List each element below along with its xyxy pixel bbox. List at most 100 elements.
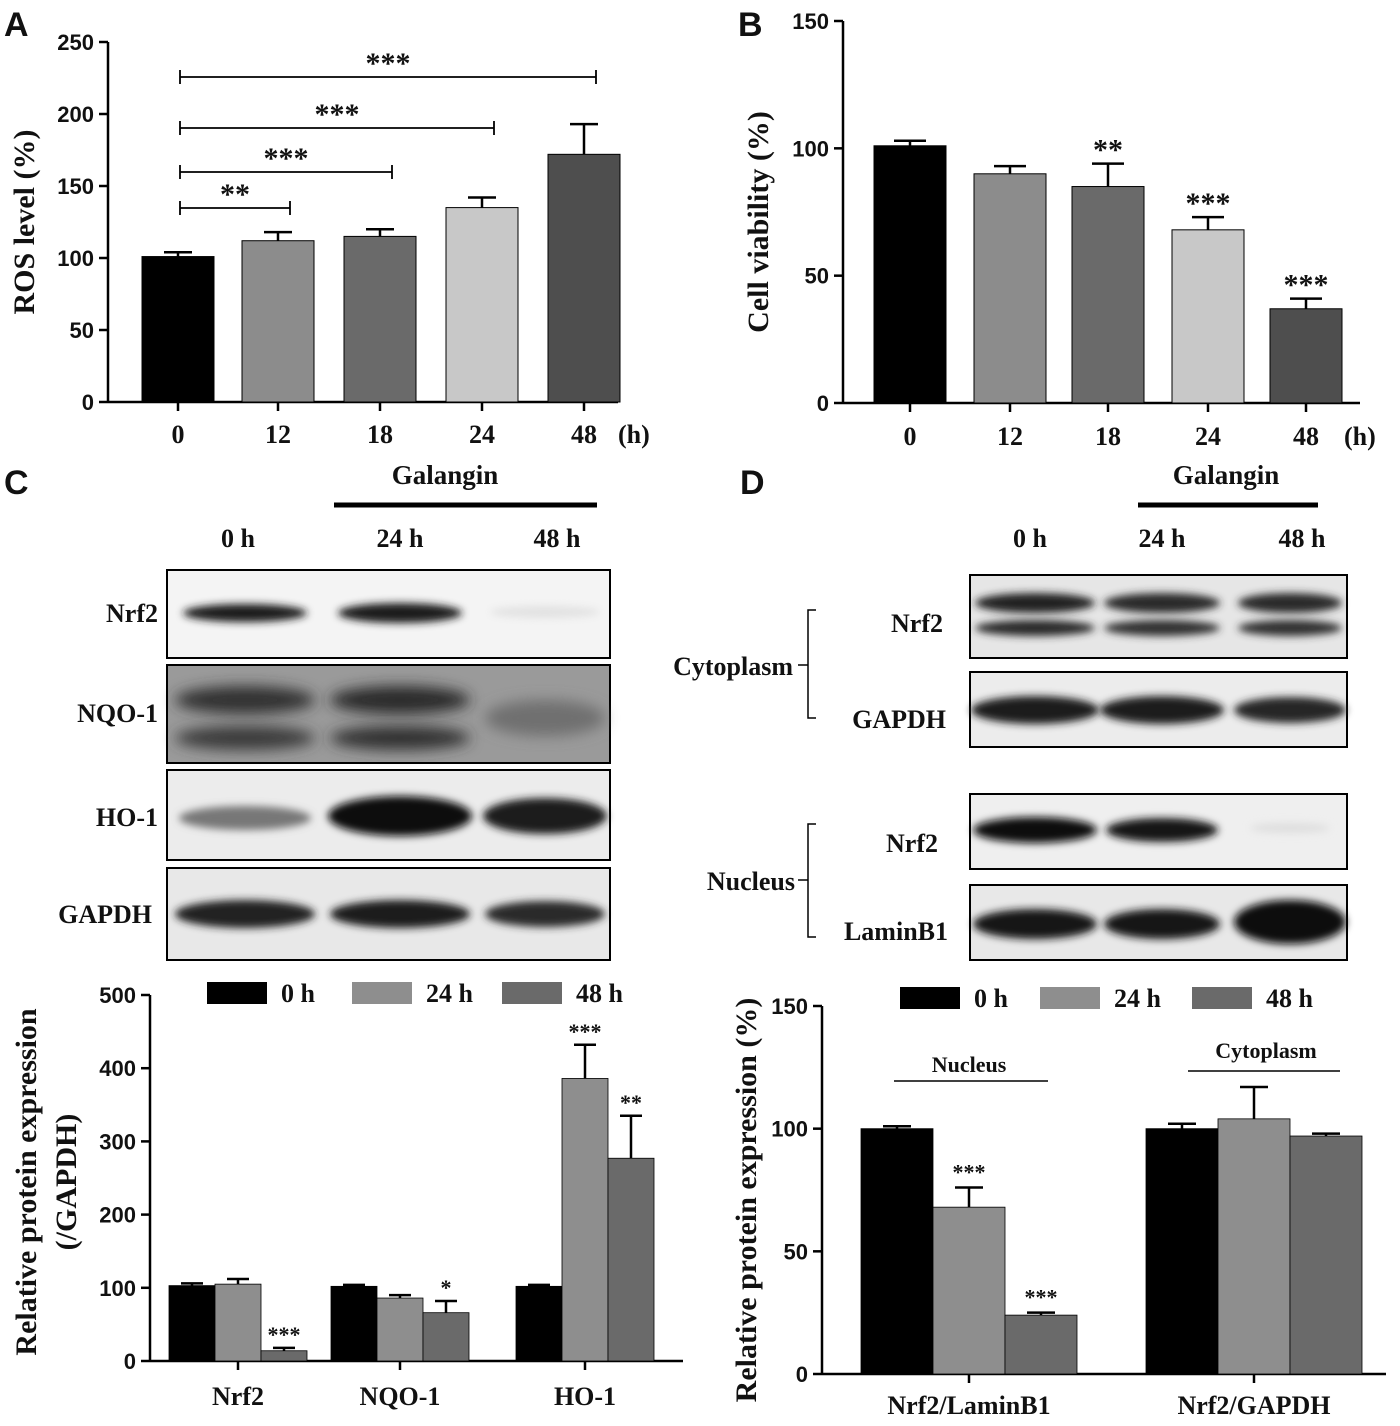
bracket-nucleus <box>807 823 816 938</box>
band <box>1106 818 1218 842</box>
significance-label: ** <box>620 1090 642 1115</box>
blot-c-label-nqo1: NQO-1 <box>77 699 158 728</box>
legend-label: 48 h <box>1266 984 1314 1013</box>
blot-d-label-nuc-nrf2: Nrf2 <box>886 829 938 858</box>
blot-d-cyto-nrf2-strip <box>969 574 1348 659</box>
band <box>330 726 470 750</box>
significance-label: *** <box>315 98 360 131</box>
legend-label: 0 h <box>281 979 316 1008</box>
y-tick-label: 50 <box>784 1239 808 1264</box>
x-tick-label: Nrf2/GAPDH <box>1177 1391 1330 1420</box>
band <box>490 606 600 618</box>
panel-label-d: D <box>740 464 765 502</box>
bar <box>1071 186 1145 404</box>
band <box>971 696 1099 724</box>
band <box>1104 909 1220 939</box>
blot-c-label-ho1: HO-1 <box>96 803 158 832</box>
blot-c-label-nrf2: Nrf2 <box>106 599 158 628</box>
x-tick-label: 48 <box>1293 422 1319 451</box>
blot-d-group-cytoplasm: Cytoplasm <box>673 652 793 681</box>
x-tick-label: HO-1 <box>554 1382 616 1411</box>
y-tick-label: 0 <box>796 1362 808 1387</box>
blot-c-label-gapdh: GAPDH <box>58 900 152 929</box>
y-tick-label: 100 <box>57 246 94 271</box>
bar <box>1217 1118 1291 1375</box>
blot-c-lane-24h: 24 h <box>377 524 425 553</box>
group-label: Cytoplasm <box>1215 1038 1316 1063</box>
panel-label-c: C <box>4 464 29 502</box>
x-tick-label: Nrf2/LaminB1 <box>887 1391 1050 1420</box>
significance-label: *** <box>953 1160 986 1185</box>
legend-swatch <box>352 982 412 1004</box>
band <box>175 900 315 928</box>
band <box>1100 696 1224 724</box>
bar <box>343 235 417 403</box>
y-tick-label: 500 <box>99 983 136 1008</box>
bar <box>1145 1128 1219 1375</box>
x-tick-label: 12 <box>265 420 291 449</box>
y-axis-label: Relative protein expression (%) <box>730 998 763 1403</box>
chart-b-cell-viability: 0 50 100 150 0 12 18 ** 24 *** 48 *** (h) Cell viabil… <box>742 9 1376 451</box>
x-unit-label: (h) <box>1344 422 1376 451</box>
y-axis-label: Cell viability (%) <box>742 111 775 333</box>
blot-d-lane-0h: 0 h <box>1013 524 1048 553</box>
y-tick-label: 400 <box>99 1056 136 1081</box>
band <box>330 686 470 714</box>
bracket-cytoplasm <box>807 609 816 719</box>
y-tick-label: 50 <box>805 264 829 289</box>
y-tick-label: 100 <box>792 136 829 161</box>
bar <box>422 1312 470 1362</box>
western-blot-c: Galangin 0 h 24 h 48 h Nrf2 NQO-1 HO-1 G… <box>58 460 611 961</box>
y-axis-label: Relative protein expression <box>10 1008 43 1356</box>
bar <box>445 207 519 403</box>
bar <box>214 1283 262 1362</box>
bar <box>515 1285 563 1362</box>
significance-label: *** <box>1284 269 1329 302</box>
band <box>483 798 607 834</box>
x-tick-label: NQO-1 <box>360 1382 441 1411</box>
legend-swatch <box>207 982 267 1004</box>
group-label: Nucleus <box>932 1052 1007 1077</box>
bar <box>860 1128 934 1375</box>
legend-label: 0 h <box>974 984 1009 1013</box>
band <box>1104 593 1220 613</box>
band <box>1250 823 1330 833</box>
bar <box>1289 1135 1363 1375</box>
y-tick-label: 0 <box>817 391 829 416</box>
chart-a-ros-level: 0 50 100 150 200 250 0 12 18 24 48 (h) ROS level (%)… <box>8 30 650 449</box>
galangin-label-d: Galangin <box>1173 460 1280 490</box>
y-tick-label: 100 <box>99 1276 136 1301</box>
bar <box>1171 229 1245 404</box>
bar <box>260 1350 308 1362</box>
significance-label: *** <box>1025 1285 1058 1310</box>
band <box>1238 620 1342 636</box>
y-tick-label: 100 <box>771 1117 808 1142</box>
band <box>1104 620 1220 636</box>
band <box>485 700 605 736</box>
x-tick-label: 0 <box>172 420 185 449</box>
band <box>330 900 470 928</box>
western-blot-d: Galangin 0 h 24 h 48 h Nrf2 GAPDH Nrf2 L… <box>673 460 1348 961</box>
bar <box>1004 1314 1078 1375</box>
panel-label-b: B <box>738 6 763 44</box>
bar <box>561 1078 609 1362</box>
x-tick-label: 12 <box>997 422 1023 451</box>
y-tick-label: 150 <box>792 9 829 34</box>
significance-label: *** <box>268 1322 301 1347</box>
significance-label: ** <box>220 178 250 211</box>
legend-label: 48 h <box>576 979 624 1008</box>
y-tick-label: 50 <box>70 318 94 343</box>
blot-d-lane-48h: 48 h <box>1279 524 1327 553</box>
blot-d-label-nuc-laminb1: LaminB1 <box>844 917 948 946</box>
galangin-label-c: Galangin <box>392 460 499 490</box>
band <box>179 806 311 830</box>
blot-c-lane-48h: 48 h <box>534 524 582 553</box>
y-tick-label: 200 <box>57 102 94 127</box>
legend-swatch <box>900 987 960 1009</box>
x-tick-label: Nrf2 <box>212 1382 264 1411</box>
y-tick-label: 200 <box>99 1203 136 1228</box>
bar <box>141 256 215 403</box>
band <box>1234 697 1346 723</box>
y-tick-label: 0 <box>124 1349 136 1374</box>
